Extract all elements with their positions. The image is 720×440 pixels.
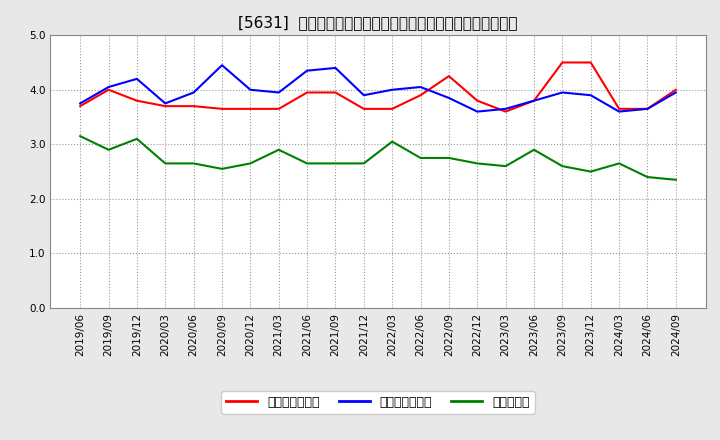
在庫回転率 bbox=[643, 174, 652, 180]
買入債務回転率 bbox=[76, 101, 84, 106]
売上債権回転率 bbox=[615, 106, 624, 111]
Line: 売上債権回転率: 売上債権回転率 bbox=[80, 62, 676, 112]
在庫回転率 bbox=[274, 147, 283, 152]
Line: 買入債務回転率: 買入債務回転率 bbox=[80, 65, 676, 112]
在庫回転率 bbox=[331, 161, 340, 166]
買入債務回転率 bbox=[359, 92, 368, 98]
在庫回転率 bbox=[586, 169, 595, 174]
買入債務回転率 bbox=[643, 106, 652, 111]
買入債務回転率 bbox=[246, 87, 255, 92]
買入債務回転率 bbox=[444, 95, 453, 101]
買入債務回転率 bbox=[274, 90, 283, 95]
売上債権回転率 bbox=[359, 106, 368, 111]
売上債権回転率 bbox=[530, 98, 539, 103]
売上債権回転率 bbox=[303, 90, 312, 95]
在庫回転率 bbox=[501, 164, 510, 169]
売上債権回転率 bbox=[444, 73, 453, 79]
在庫回転率 bbox=[161, 161, 170, 166]
買入債務回転率 bbox=[303, 68, 312, 73]
売上債権回転率 bbox=[331, 90, 340, 95]
売上債権回転率 bbox=[217, 106, 226, 111]
Title: [5631]  売上債権回転率、買入債務回転率、在庫回転率の推移: [5631] 売上債権回転率、買入債務回転率、在庫回転率の推移 bbox=[238, 15, 518, 30]
売上債権回転率 bbox=[161, 103, 170, 109]
買入債務回転率 bbox=[189, 90, 198, 95]
買入債務回転率 bbox=[586, 92, 595, 98]
在庫回転率 bbox=[104, 147, 113, 152]
買入債務回転率 bbox=[530, 98, 539, 103]
在庫回転率 bbox=[558, 164, 567, 169]
在庫回転率 bbox=[530, 147, 539, 152]
在庫回転率 bbox=[132, 136, 141, 142]
在庫回転率 bbox=[444, 155, 453, 161]
在庫回転率 bbox=[359, 161, 368, 166]
売上債権回転率 bbox=[672, 87, 680, 92]
在庫回転率 bbox=[217, 166, 226, 172]
買入債務回転率 bbox=[473, 109, 482, 114]
売上債権回転率 bbox=[388, 106, 397, 111]
売上債権回転率 bbox=[246, 106, 255, 111]
売上債権回転率 bbox=[416, 92, 425, 98]
買入債務回転率 bbox=[416, 84, 425, 90]
買入債務回転率 bbox=[672, 90, 680, 95]
売上債権回転率 bbox=[104, 87, 113, 92]
Legend: 売上債権回転率, 買入債務回転率, 在庫回転率: 売上債権回転率, 買入債務回転率, 在庫回転率 bbox=[221, 391, 535, 414]
買入債務回転率 bbox=[388, 87, 397, 92]
在庫回転率 bbox=[473, 161, 482, 166]
在庫回転率 bbox=[76, 133, 84, 139]
買入債務回転率 bbox=[331, 65, 340, 70]
買入債務回転率 bbox=[161, 101, 170, 106]
買入債務回転率 bbox=[558, 90, 567, 95]
在庫回転率 bbox=[615, 161, 624, 166]
売上債権回転率 bbox=[274, 106, 283, 111]
売上債権回転率 bbox=[473, 98, 482, 103]
在庫回転率 bbox=[416, 155, 425, 161]
在庫回転率 bbox=[246, 161, 255, 166]
買入債務回転率 bbox=[501, 106, 510, 111]
売上債権回転率 bbox=[189, 103, 198, 109]
Line: 在庫回転率: 在庫回転率 bbox=[80, 136, 676, 180]
買入債務回転率 bbox=[104, 84, 113, 90]
在庫回転率 bbox=[189, 161, 198, 166]
買入債務回転率 bbox=[615, 109, 624, 114]
在庫回転率 bbox=[672, 177, 680, 183]
買入債務回転率 bbox=[132, 76, 141, 81]
在庫回転率 bbox=[388, 139, 397, 144]
売上債権回転率 bbox=[586, 60, 595, 65]
在庫回転率 bbox=[303, 161, 312, 166]
売上債権回転率 bbox=[501, 109, 510, 114]
売上債権回転率 bbox=[132, 98, 141, 103]
売上債権回転率 bbox=[76, 103, 84, 109]
売上債権回転率 bbox=[558, 60, 567, 65]
売上債権回転率 bbox=[643, 106, 652, 111]
買入債務回転率 bbox=[217, 62, 226, 68]
